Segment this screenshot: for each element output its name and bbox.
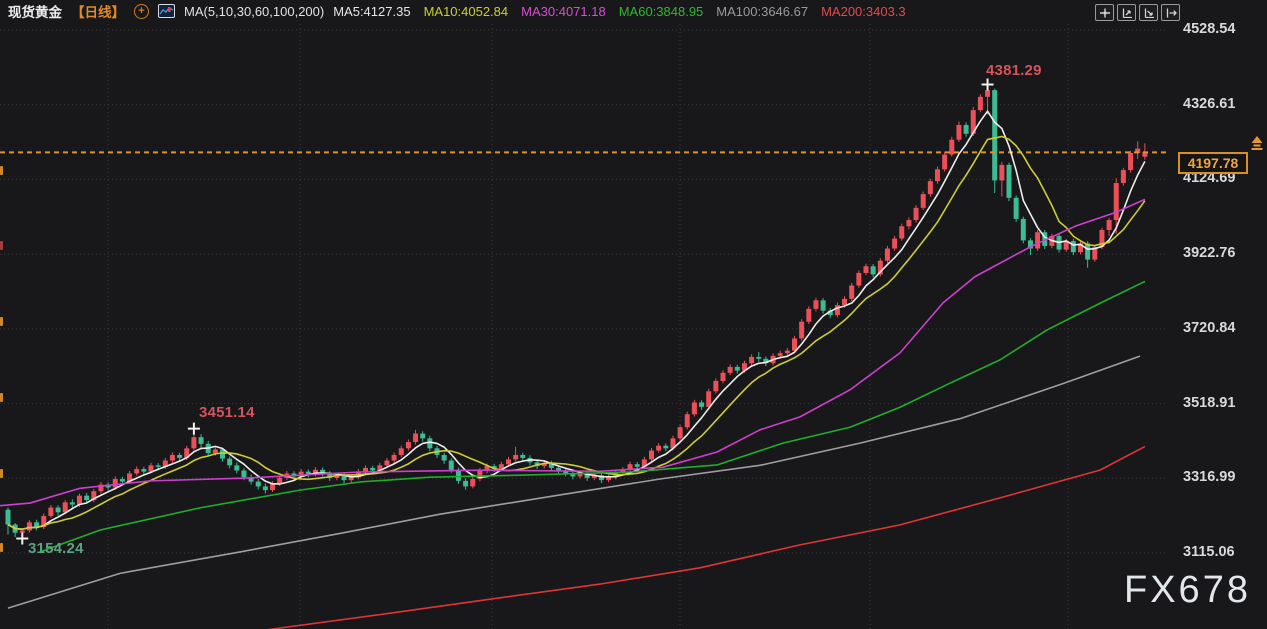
move-tool-button[interactable]: [1095, 4, 1114, 21]
scale-axis-left-button[interactable]: [1117, 4, 1136, 21]
price-axis-label: 4326.61: [1183, 95, 1236, 112]
extreme-price-label: 3451.14: [199, 404, 255, 421]
price-axis-label: 4124.69: [1183, 170, 1236, 187]
ma-value-label: MA100:3646.67: [716, 3, 809, 19]
price-axis-label: 3720.84: [1183, 319, 1236, 336]
price-arrow-icon[interactable]: [1250, 136, 1264, 151]
price-axis-label: 3115.06: [1183, 544, 1235, 560]
symbol-name: 现货黄金: [8, 5, 62, 20]
scale-axis-right-button[interactable]: [1139, 4, 1158, 21]
add-indicator-icon[interactable]: +: [134, 3, 149, 19]
clipped-label-fragment: [0, 317, 3, 326]
price-axis-label: 3518.91: [1183, 394, 1236, 411]
period-label[interactable]: 【日线】: [71, 5, 125, 20]
clipped-label-fragment: [0, 469, 3, 478]
price-axis-label: 3922.76: [1183, 245, 1236, 262]
ma-params-label: MA(5,10,30,60,100,200): [184, 3, 325, 19]
ma-value-label: MA10:4052.84: [423, 3, 509, 19]
extreme-price-label: 3154.24: [28, 540, 84, 557]
price-axis-label: 4528.54: [1183, 21, 1236, 37]
clipped-label-fragment: [0, 543, 3, 552]
chart-header: 现货黄金 【日线】 + MA(5,10,30,60,100,200) MA5:4…: [0, 0, 1108, 22]
ma-value-label: MA60:3848.95: [618, 3, 704, 19]
collapse-panel-button[interactable]: [1161, 4, 1180, 21]
ma-value-label: MA30:4071.18: [521, 3, 606, 19]
ma-values: MA5:4127.35 MA10:4052.84 MA30:4071.18 MA60:…: [333, 4, 905, 19]
extreme-price-label: 4381.29: [986, 62, 1042, 79]
clipped-label-fragment: [0, 241, 3, 250]
clipped-label-fragment: [0, 166, 3, 175]
ma-value-label: MA5:4127.35: [333, 3, 411, 19]
watermark: FX678: [1124, 569, 1251, 611]
candlestick-chart-icon[interactable]: [158, 4, 175, 18]
ma-value-label: MA200:3403.3: [821, 3, 906, 19]
price-axis-label: 3316.99: [1183, 469, 1236, 486]
clipped-label-fragment: [0, 393, 3, 402]
last-price-tag: 4197.78: [1178, 152, 1248, 174]
chart-toolbar: [1095, 4, 1180, 21]
